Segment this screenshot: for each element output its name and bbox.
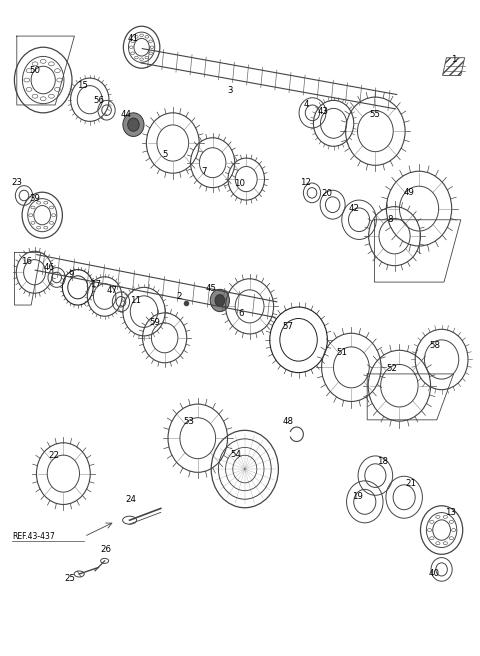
Text: 17: 17 — [91, 279, 101, 289]
Text: 7: 7 — [201, 167, 207, 176]
Text: 15: 15 — [77, 81, 88, 90]
Text: 5: 5 — [163, 150, 168, 159]
Text: 40: 40 — [429, 569, 440, 579]
Ellipse shape — [128, 118, 139, 131]
Text: 12: 12 — [300, 178, 311, 187]
Text: 19: 19 — [352, 492, 363, 501]
Text: 56: 56 — [93, 96, 104, 105]
Text: 55: 55 — [369, 110, 380, 119]
Text: 11: 11 — [131, 296, 141, 305]
Text: 51: 51 — [337, 348, 348, 358]
Ellipse shape — [123, 113, 144, 136]
Text: 2: 2 — [177, 292, 182, 301]
Text: 25: 25 — [64, 574, 75, 583]
Text: 26: 26 — [100, 545, 111, 554]
Text: 8: 8 — [387, 215, 393, 224]
Text: 16: 16 — [21, 256, 32, 266]
Text: 1: 1 — [451, 54, 456, 64]
Text: 43: 43 — [318, 107, 328, 116]
Text: 4: 4 — [303, 100, 309, 110]
Text: 49: 49 — [404, 188, 414, 197]
Text: 58: 58 — [429, 341, 440, 350]
Text: 24: 24 — [125, 495, 136, 504]
Text: 10: 10 — [234, 179, 244, 188]
Text: 9: 9 — [68, 270, 74, 279]
Text: 52: 52 — [387, 364, 397, 373]
Text: 18: 18 — [377, 457, 388, 466]
Text: 21: 21 — [405, 479, 416, 488]
Text: 45: 45 — [206, 284, 216, 293]
Text: 47: 47 — [107, 286, 117, 295]
Text: 50: 50 — [30, 66, 40, 75]
Text: 48: 48 — [283, 417, 293, 426]
Text: 3: 3 — [228, 86, 233, 95]
Text: 44: 44 — [120, 110, 131, 119]
Text: 54: 54 — [231, 450, 241, 459]
Text: 20: 20 — [321, 189, 332, 198]
Text: 53: 53 — [183, 417, 194, 426]
Text: 6: 6 — [239, 309, 244, 318]
Text: 22: 22 — [48, 451, 59, 461]
Text: 42: 42 — [348, 204, 359, 213]
Text: 39: 39 — [30, 194, 40, 203]
Text: 46: 46 — [44, 263, 55, 272]
Text: REF.43-437: REF.43-437 — [12, 532, 55, 541]
Text: 23: 23 — [12, 178, 22, 187]
Text: 57: 57 — [283, 321, 293, 331]
Ellipse shape — [215, 295, 225, 306]
Text: 41: 41 — [128, 33, 139, 43]
Ellipse shape — [210, 289, 229, 312]
Text: 59: 59 — [149, 318, 160, 327]
Text: 13: 13 — [445, 508, 456, 518]
